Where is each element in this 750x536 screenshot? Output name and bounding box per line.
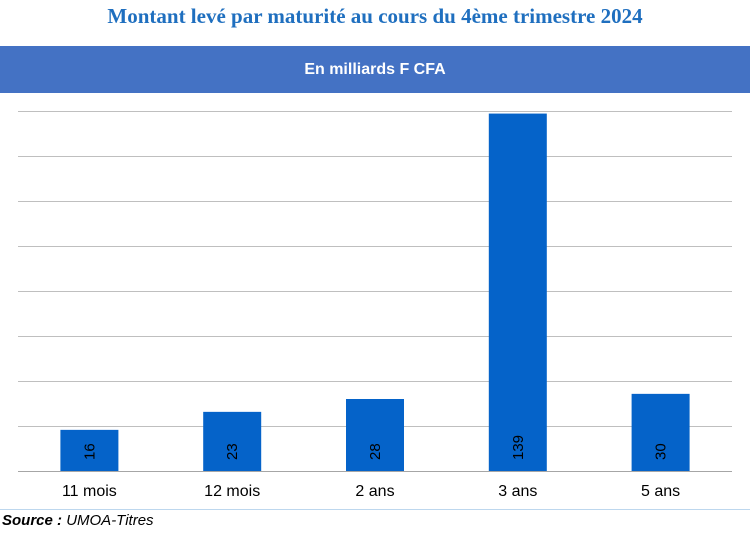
gridlines xyxy=(18,111,732,472)
bar-chart: 16 23 28 139 30 11 mois 12 mois 2 ans 3 ans 5 an… xyxy=(0,111,750,510)
bar xyxy=(488,113,547,472)
data-label: 23 xyxy=(224,443,241,460)
bar xyxy=(631,393,690,471)
x-tick-label: 3 ans xyxy=(498,483,537,500)
x-tick-label: 11 mois xyxy=(62,483,117,500)
bar xyxy=(60,429,119,471)
unit-label: En milliards F CFA xyxy=(304,60,446,78)
unit-banner: En milliards F CFA xyxy=(0,46,750,93)
bar xyxy=(346,399,404,471)
chart-title: Montant levé par maturité au cours du 4è… xyxy=(107,4,643,28)
x-tick-label: 12 mois xyxy=(204,483,260,500)
data-labels: 16 23 28 139 30 xyxy=(81,435,669,460)
x-tick-label: 5 ans xyxy=(641,483,680,500)
bars xyxy=(60,113,690,472)
data-label: 16 xyxy=(81,443,98,460)
bar xyxy=(203,411,262,471)
source-value: UMOA-Titres xyxy=(66,512,154,529)
x-tick-labels: 11 mois 12 mois 2 ans 3 ans 5 ans xyxy=(62,483,680,500)
data-label: 30 xyxy=(653,443,670,460)
source-note: Source : UMOA-Titres xyxy=(2,512,154,529)
x-tick-label: 2 ans xyxy=(355,483,394,500)
source-label: Source : xyxy=(2,512,63,529)
data-label: 139 xyxy=(510,435,527,460)
data-label: 28 xyxy=(367,443,384,460)
